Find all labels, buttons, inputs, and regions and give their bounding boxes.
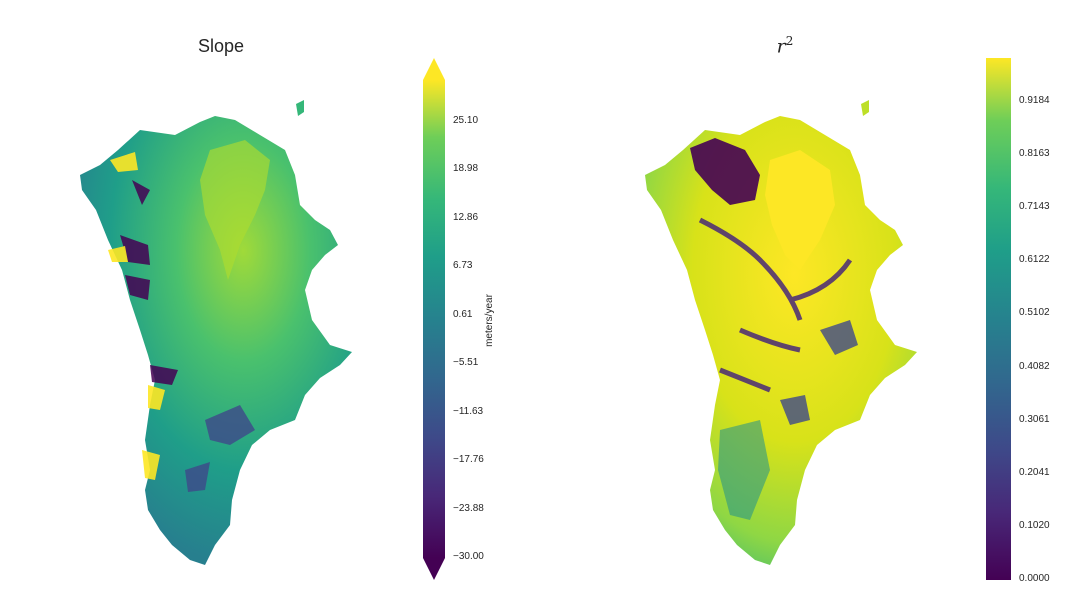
slope-northeast-island (296, 100, 304, 116)
slope-west-yellow-band (108, 152, 165, 480)
slope-title: Slope (197, 36, 245, 56)
r2-colorbar-tick-label: 0.1020 (1019, 519, 1050, 531)
r2-northeast-island (861, 100, 869, 116)
r2-colorbar-tick-label: 0.4082 (1019, 360, 1050, 372)
r2-colorbar (986, 58, 1011, 580)
slope-colorbar-tick-label: 12.86 (453, 211, 479, 223)
slope-colorbar-tick-label: −23.88 (453, 502, 484, 514)
r2-south-teal (718, 420, 770, 520)
slope-colorbar-extend-top (423, 58, 445, 80)
r2-colorbar-tick-label: 0.6122 (1019, 254, 1050, 266)
slope-colorbar-tick-label: −11.63 (453, 405, 484, 417)
r2-colorbar-tick-label: 0.3061 (1019, 413, 1050, 425)
slope-colorbar-tick-label: 25.10 (453, 115, 479, 126)
r2-colorbar-tick-label: 0.7143 (1019, 201, 1050, 213)
slope-colorbar-extend-bottom (423, 558, 445, 580)
slope-colorbar (423, 58, 445, 580)
r2-northwest-dark (690, 138, 760, 205)
slope-colorbar-tick-label: −30.00 (453, 551, 484, 562)
slope-southeast-dark (185, 405, 255, 492)
r2-colorbar-tick-label: 0.2041 (1019, 466, 1050, 478)
slope-west-dark-band (120, 180, 178, 385)
slope-colorbar-tick-label: −17.76 (453, 454, 484, 466)
r2-colorbar-tick-label: 0.5102 (1019, 307, 1050, 319)
r2-central-yellow (765, 150, 835, 270)
r2-east-dark-patches (780, 320, 858, 425)
r2-title: r2 (685, 34, 885, 57)
slope-colorbar-tick-label: 0.61 (453, 308, 473, 320)
slope-interior-light (200, 140, 270, 280)
r2-title-base: r (776, 35, 786, 58)
slope-map (80, 100, 352, 565)
slope-colorbar-label: meters/year (483, 294, 495, 347)
slope-colorbar-tick-label: 6.73 (453, 260, 473, 272)
slope-colorbar-tick-label: −5.51 (453, 357, 479, 369)
r2-colorbar-tick-label: 0.0000 (1019, 573, 1050, 584)
r2-colorbar-tick-label: 0.8163 (1019, 148, 1050, 160)
r2-colorbar-gradient (986, 58, 1011, 580)
r2-map (645, 100, 917, 565)
slope-colorbar-gradient (423, 80, 445, 558)
r2-title-superscript: 2 (785, 34, 794, 48)
r2-dark-streaks (698, 217, 853, 393)
slope-colorbar-tick-label: 18.98 (453, 163, 479, 175)
r2-colorbar-tick-label: 0.9184 (1019, 95, 1050, 106)
